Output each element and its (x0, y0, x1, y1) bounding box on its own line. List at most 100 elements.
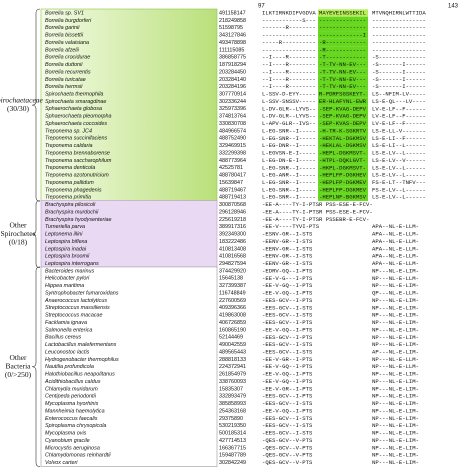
accession: 392349300 (219, 232, 246, 238)
sequence-segment: -HEPLNF-BGKMSV (319, 194, 367, 201)
sequence-segment: NP---NL-E-LIM- (372, 459, 419, 466)
accession: 42525781 (219, 165, 243, 171)
accession: 488719413 (219, 195, 246, 201)
accession: 406726859 (219, 320, 246, 326)
motif-highlight (318, 16, 368, 25)
species-name: Cyanobium gracile (45, 438, 90, 444)
sequence-segment: NP---NL-E-LIM- (372, 319, 419, 326)
sequence-segment: ER-HLAFYNL-EWR (319, 98, 367, 105)
sequence-segment: LV-E-LF--F------ (372, 120, 426, 127)
accession: 254363168 (219, 408, 246, 414)
sequence-segment: -EE-A----TY-I-PTS (262, 208, 320, 215)
sequence-segment: NP---NL-E-LIM- (372, 393, 419, 400)
sequence-segment: -H-TR-K-SGKRTV (319, 127, 367, 134)
accession: 409396366 (219, 305, 246, 311)
sequence-segment: QP---NL-E-LLM- (372, 290, 419, 297)
motif-highlight (318, 178, 368, 187)
sequence-segment: -S-------I------ (372, 76, 426, 83)
accession: 488780417 (219, 173, 246, 179)
end-position: 143 (448, 4, 459, 10)
accession: 491158147 (219, 10, 246, 16)
sequence-segment: --I----R-------- (262, 76, 316, 83)
sequence-segment: NP---NL-E-LLM- (372, 363, 419, 370)
species-name: Leptospira interrogans (45, 261, 99, 267)
sequence-segment: -HEKTAL-DGKMSV (319, 135, 367, 142)
start-position: 97 (258, 4, 265, 10)
species-name: Brachyspira hyodysenteriae (45, 217, 112, 223)
sequence-segment: NP---NL-E-LIM- (372, 312, 419, 319)
accession: 343127846 (219, 33, 246, 39)
sequence-segment: -EE-V----TYVI-PTS (262, 223, 320, 230)
sequence-segment: LV-E-LF--F------ (372, 113, 426, 120)
sequence-segment: NP---NL-E-LIM- (372, 334, 419, 341)
species-name: Bacillus cereus (45, 335, 82, 341)
sequence-segment: -SEP-KVAS-DEPV (319, 120, 367, 127)
sequence-segment: APA--NL-E-LLM- (372, 253, 419, 260)
accession: 427714513 (219, 438, 246, 444)
sequence-segment: -EE-V-GR--I-PTS (262, 385, 313, 392)
accession: 218249858 (219, 18, 246, 24)
species-name: Spiroplasma chrysopicola (45, 423, 106, 429)
accession: 52144469 (219, 335, 243, 341)
sequence-segment: -S-------I------ (372, 68, 426, 75)
species-name: Leuconostoc lactis (45, 349, 90, 355)
species-name: Sphaerochaeta pleomorpha (45, 114, 112, 120)
motif-highlight (318, 171, 368, 179)
sequence-segment: APA--NL-E-LLM- (372, 238, 419, 245)
sequence-segment: NP---NL-E-LIM- (372, 422, 419, 429)
motif-highlight (318, 193, 368, 201)
species-name: Treponema azotonutricium (45, 173, 109, 179)
sequence-segment: LS-E-LI--L------ (372, 142, 426, 149)
species-name: Lactobacillus malefermentans (45, 342, 117, 348)
sequence-segment: L-EG-SNR--I----- (262, 127, 316, 134)
sequence-segment: NP---NL-E-LIM- (372, 452, 419, 459)
sequence-segment: -HTPL-DQKLGVT- (319, 157, 366, 164)
accession: 500185314 (219, 431, 246, 437)
sequence-segment: -HEKLAL-DGKMSV (319, 142, 367, 149)
sequence-segment: ---------------- (262, 46, 316, 53)
species-name: Borrelia turicatae (45, 77, 86, 83)
sequence-segment: NP---NL-E-LIM- (372, 378, 419, 385)
species-name: Leptospira broomii (45, 254, 90, 260)
accession: 374813764 (219, 114, 246, 120)
sequence-segment: -R------------ (319, 46, 366, 53)
species-name: Hydrogenobacter thermophilus (45, 357, 119, 363)
motif-highlight (318, 83, 368, 91)
sequence-segment: L-EG-SNR--I----- (262, 164, 316, 171)
sequence-segment: NP---NL-E-LIM- (372, 282, 419, 289)
sequence-segment: -------------I (319, 32, 366, 39)
sequence-segment: -T-TV-NN-EV--- (319, 76, 366, 83)
accession: 489565443 (219, 349, 246, 355)
sequence-segment: -EENV-GR--I-STS (262, 238, 313, 245)
sequence-segment: -HEPL-DGKMSVT- (319, 150, 366, 157)
sequence-segment: -QES-GCV--V-PTS (262, 437, 313, 444)
sequence-segment: -QES-GCV--V-PTS (262, 452, 313, 459)
sequence-segment: -R------------ (319, 39, 366, 46)
accession: 389917316 (219, 224, 246, 230)
species-name: Nautilia profundicola (45, 364, 94, 370)
accession: 51598795 (219, 25, 243, 31)
sequence-segment: LS-E-LV--L------ (372, 150, 426, 157)
species-name: Spirochaeta thermophila (45, 91, 103, 97)
sequence-segment: MTVNQHIRNLWTTIDA (372, 9, 426, 16)
sequence-segment: R PSS-ESE-E-FCV- (319, 201, 373, 208)
motif-highlight (318, 24, 368, 32)
accession: 225619218 (219, 217, 246, 223)
group-box (40, 266, 218, 467)
sequence-segment: LS-E-LV--V------ (372, 157, 426, 164)
accession: 493478898 (219, 40, 246, 46)
accession: 488752490 (219, 136, 246, 142)
sequence-segment: -HKPL-DGKMSVT- (319, 164, 366, 171)
species-name: Facklamia ignava (45, 320, 87, 326)
species-name: Mycoplasma hyorhinis (45, 401, 99, 407)
group-brace (31, 200, 41, 268)
sequence-segment: L-APV-GLR--IVS-- (262, 120, 316, 127)
sequence-segment: APA--NL-E-LLM- (372, 223, 419, 230)
sequence-segment: LS-E-LV--L------ (372, 172, 426, 179)
sequence-segment: -EE-V-GQ--I-PTS (262, 326, 313, 333)
accession: 302336244 (219, 99, 246, 105)
group-count: (0/18) (9, 237, 28, 246)
species-name: Borrelia hermsii (45, 84, 83, 90)
group-label: Bacteria (6, 361, 32, 370)
